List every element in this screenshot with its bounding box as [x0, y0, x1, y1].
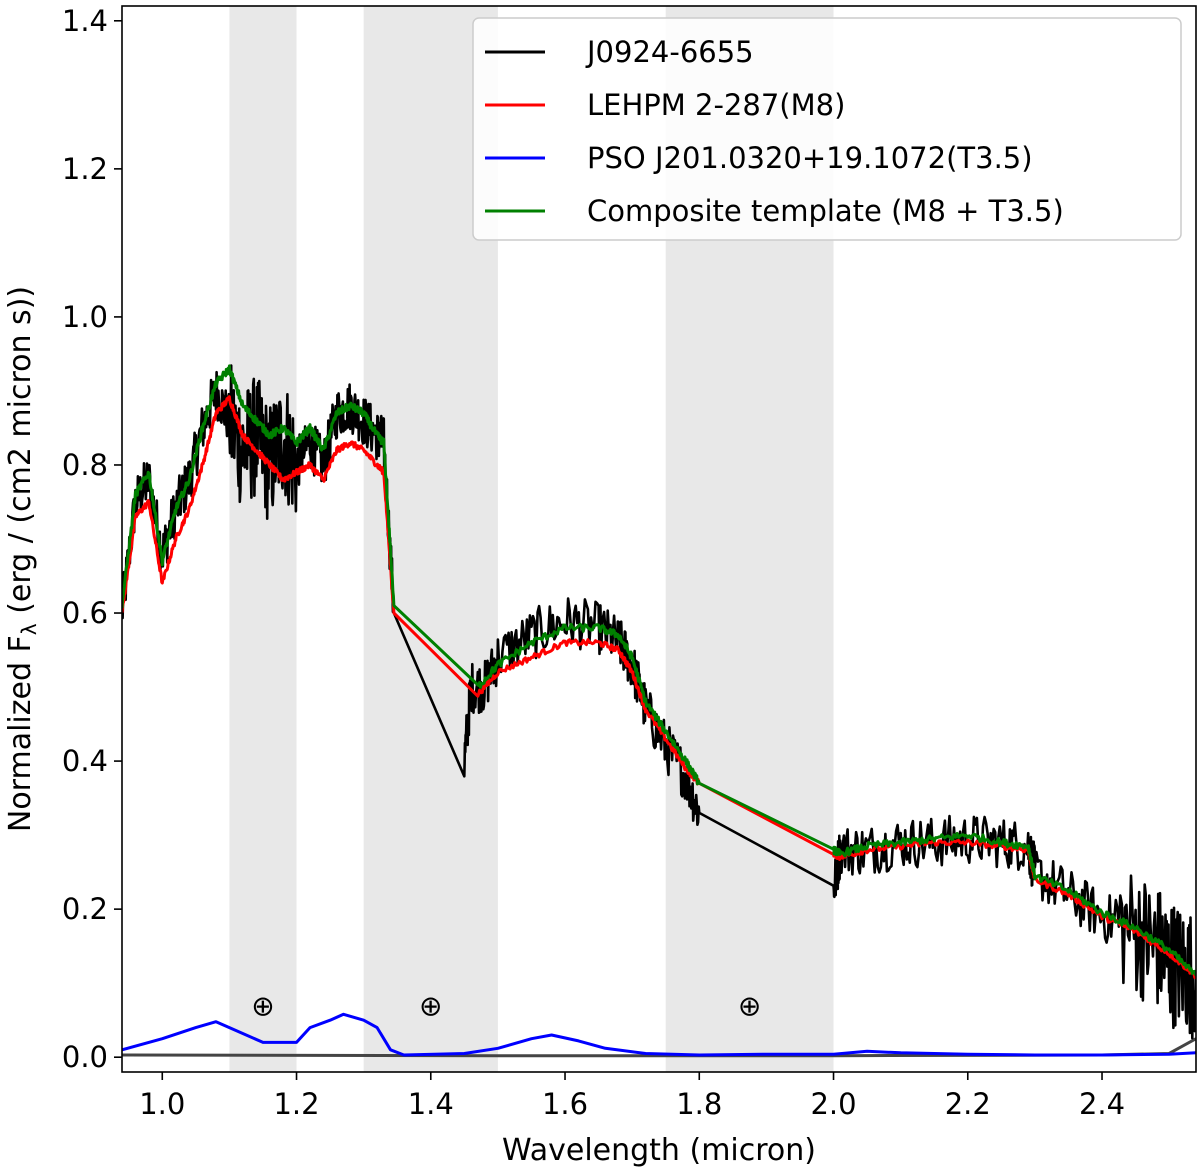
y-tick-label: 1.0 [62, 300, 108, 334]
x-tick-label: 1.8 [676, 1087, 722, 1121]
x-tick-label: 2.4 [1079, 1087, 1125, 1121]
x-tick-label: 1.0 [139, 1087, 185, 1121]
telluric-markers: ⊕ ⊕ ⊕ [251, 989, 761, 1022]
y-tick-label: 0.4 [62, 744, 108, 778]
series-line-2 [122, 395, 1196, 979]
x-tick-label: 1.2 [273, 1087, 319, 1121]
y-axis-label: Normalized Fλ (erg / (cm2 micron s)) [3, 286, 41, 832]
series-lines [122, 364, 1196, 1058]
x-tick-label: 1.6 [542, 1087, 588, 1121]
x-axis-label: Wavelength (micron) [502, 1133, 816, 1168]
legend-label: LEHPM 2-287(M8) [587, 88, 845, 122]
telluric-marker-2: ⊕ [419, 989, 442, 1022]
y-axis-ticks: 0.0 0.2 0.4 0.6 0.8 1.0 1.2 1.4 [62, 4, 122, 1074]
plot-frame [121, 5, 1197, 1073]
y-tick-label: 1.4 [62, 4, 108, 38]
x-axis-ticks: 1.0 1.2 1.4 1.6 1.8 2.0 2.2 2.4 [139, 1072, 1125, 1121]
y-tick-label: 1.2 [62, 152, 108, 186]
x-tick-label: 2.2 [945, 1087, 991, 1121]
y-tick-label: 0.6 [62, 596, 108, 630]
legend: J0924-6655 LEHPM 2-287(M8) PSO J201.0320+1… [472, 17, 1182, 241]
telluric-band-1 [229, 6, 297, 1072]
legend-label: J0924-6655 [585, 35, 754, 69]
x-tick-label: 1.4 [408, 1087, 454, 1121]
series-line-1 [122, 364, 1196, 1040]
telluric-marker-1: ⊕ [251, 989, 274, 1022]
telluric-marker-3: ⊕ [738, 989, 761, 1022]
series-line-3 [122, 1012, 1196, 1057]
legend-label: PSO J201.0320+19.1072(T3.5) [587, 141, 1033, 175]
y-tick-label: 0.8 [62, 448, 108, 482]
legend-box [472, 17, 1182, 241]
legend-label: Composite template (M8 + T3.5) [587, 194, 1064, 228]
x-tick-label: 2.0 [810, 1087, 856, 1121]
y-tick-label: 0.0 [62, 1040, 108, 1074]
y-tick-label: 0.2 [62, 892, 108, 926]
series-line-4 [122, 364, 1196, 977]
